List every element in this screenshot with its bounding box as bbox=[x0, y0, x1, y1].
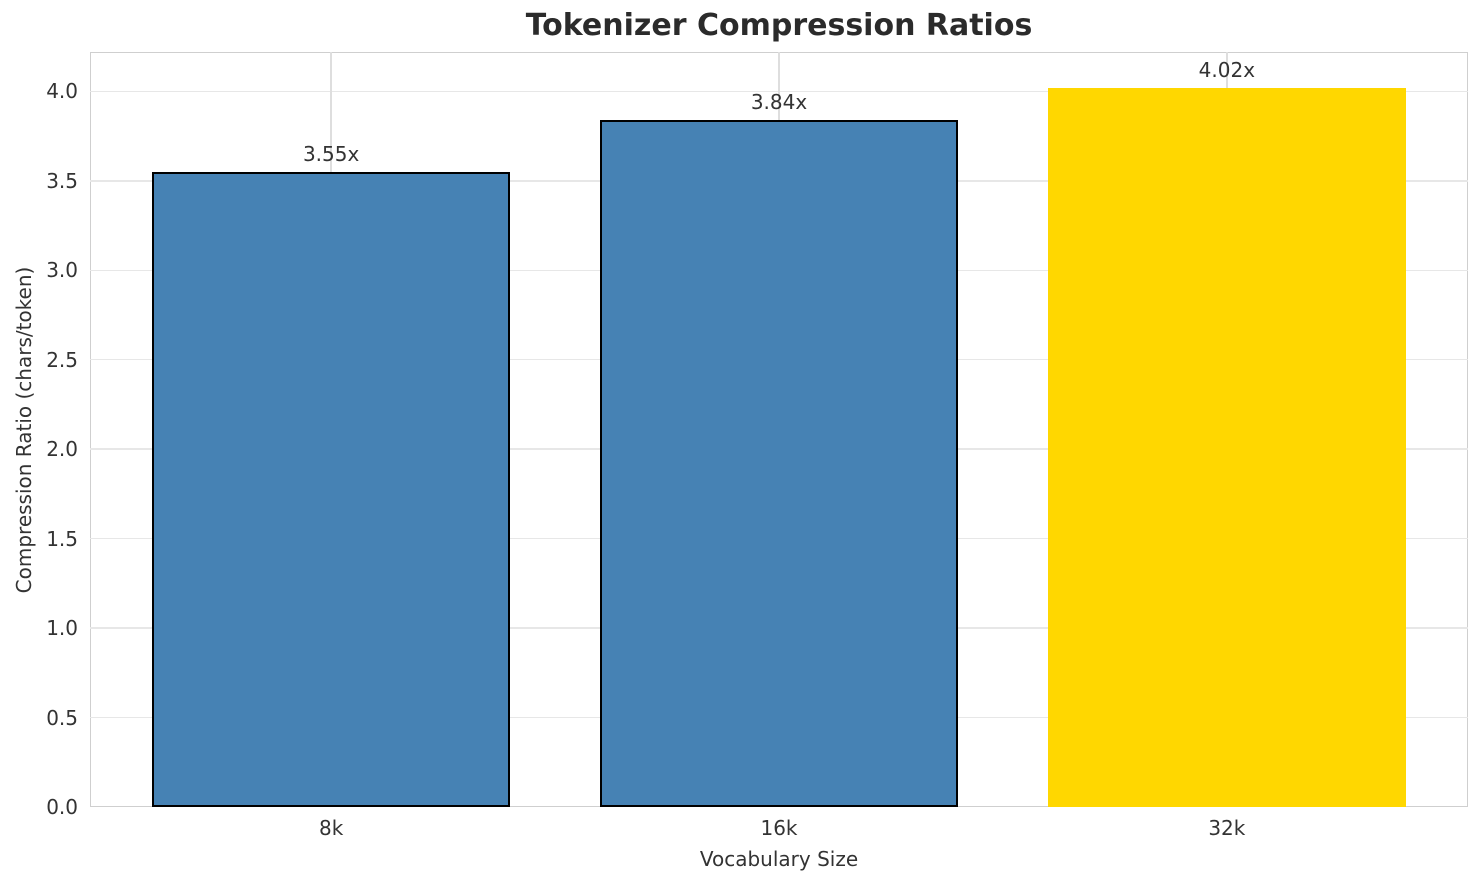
x-tick-label: 16k bbox=[760, 816, 798, 840]
x-axis-label: Vocabulary Size bbox=[699, 847, 859, 871]
y-tick-label: 0.5 bbox=[46, 705, 78, 730]
y-tick-label: 0.0 bbox=[46, 795, 78, 819]
y-tick-label: 3.5 bbox=[46, 168, 78, 193]
x-tick-label: 8k bbox=[318, 816, 344, 840]
y-tick-label: 2.5 bbox=[46, 347, 78, 372]
y-tick-label: 1.0 bbox=[46, 616, 78, 641]
bar bbox=[152, 171, 510, 807]
bar-value-label: 3.84x bbox=[750, 89, 808, 114]
y-tick-label: 4.0 bbox=[46, 79, 78, 104]
bar bbox=[600, 119, 958, 807]
y-tick-label: 2.0 bbox=[46, 437, 78, 462]
bar-value-label: 3.55x bbox=[302, 141, 360, 166]
y-tick-label: 3.0 bbox=[46, 258, 78, 283]
y-tick-label: 1.5 bbox=[46, 526, 78, 551]
bar-value-label: 4.02x bbox=[1198, 57, 1256, 82]
chart-title: Tokenizer Compression Ratios bbox=[525, 8, 1033, 43]
x-tick-label: 32k bbox=[1208, 816, 1246, 840]
bar bbox=[1048, 87, 1406, 807]
